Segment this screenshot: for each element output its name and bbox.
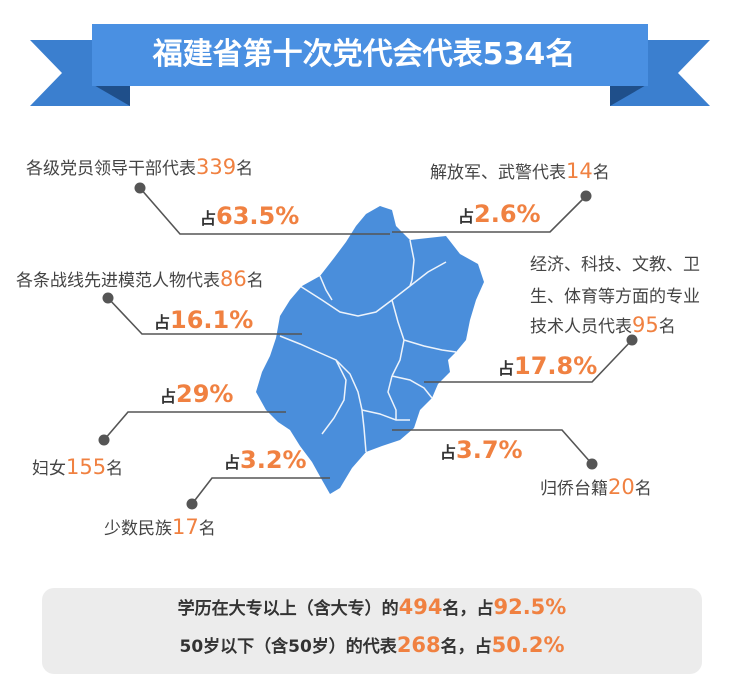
title-banner xyxy=(30,24,710,106)
label-tech: 技术人员代表95名 xyxy=(530,313,676,337)
label-overseas: 归侨台籍20名 xyxy=(540,475,652,499)
label-tech-line2: 生、体育等方面的专业 xyxy=(530,287,700,307)
summary-age: 50岁以下（含50岁）的代表268名，占50.2% xyxy=(179,633,565,657)
pct-cadres: 占63.5% xyxy=(200,202,300,230)
label-army: 解放军、武警代表14名 xyxy=(430,159,610,183)
summary-box: 学历在大专以上（含大专）的494名，占92.5% 50岁以下（含50岁）的代表2… xyxy=(42,588,702,674)
pct-tech: 占17.8% xyxy=(498,352,598,380)
label-models: 各条战线先进模范人物代表86名 xyxy=(16,267,264,291)
pct-overseas: 占3.7% xyxy=(440,436,523,464)
pct-models: 占16.1% xyxy=(154,306,254,334)
connector-overseas xyxy=(392,429,593,465)
label-tech-line1: 经济、科技、文教、卫 xyxy=(530,255,700,275)
label-ethnic: 少数民族17名 xyxy=(104,515,216,539)
pct-army: 占2.6% xyxy=(458,200,541,228)
connector-models xyxy=(107,297,302,335)
label-cadres: 各级党员领导干部代表339名 xyxy=(26,155,254,179)
connector-women xyxy=(103,411,286,441)
connector-cadres xyxy=(139,187,390,235)
connector-army xyxy=(392,195,587,233)
fujian-province-shape xyxy=(256,206,484,494)
summary-education: 学历在大专以上（含大专）的494名，占92.5% xyxy=(177,595,567,619)
pct-ethnic: 占3.2% xyxy=(224,446,307,474)
connector-ethnic xyxy=(191,477,330,505)
pct-women: 占29% xyxy=(160,380,234,408)
connector-tech xyxy=(424,339,633,383)
label-women: 妇女155名 xyxy=(32,455,124,479)
page-title: 福建省第十次党代会代表534名 xyxy=(152,37,576,72)
